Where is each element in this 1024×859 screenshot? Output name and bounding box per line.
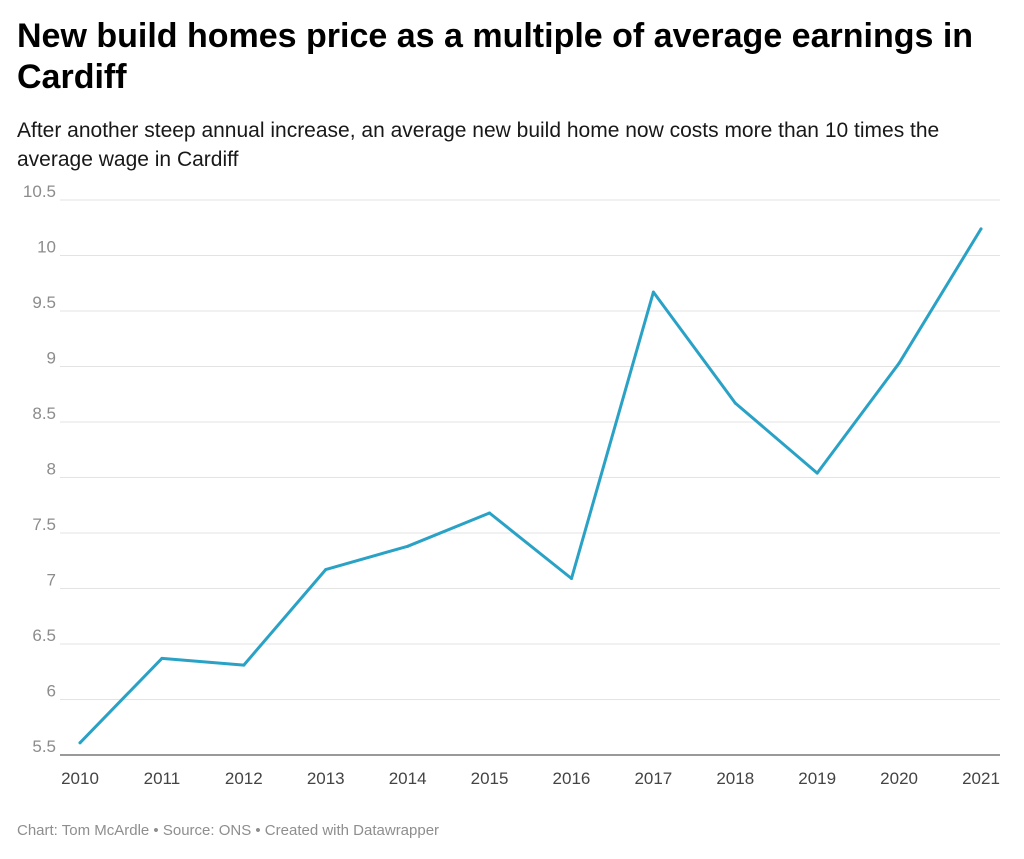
data-point <box>815 471 819 475</box>
y-tick-label: 10 <box>37 238 56 257</box>
x-tick-label: 2021 <box>962 769 1000 788</box>
x-tick-label: 2010 <box>61 769 99 788</box>
data-point <box>242 663 246 667</box>
data-point <box>488 511 492 515</box>
y-tick-label: 8.5 <box>32 404 56 423</box>
y-tick-label: 8 <box>47 460 56 479</box>
y-tick-label: 9.5 <box>32 293 56 312</box>
x-tick-label: 2012 <box>225 769 263 788</box>
data-point <box>897 361 901 365</box>
y-tick-label: 6.5 <box>32 626 56 645</box>
x-tick-label: 2016 <box>553 769 591 788</box>
y-tick-label: 7 <box>47 571 56 590</box>
plot-area <box>78 227 983 745</box>
data-point <box>569 577 573 581</box>
x-axis: 2010 2011 2012 2013 2014 2015 2016 2017 2018 2019… <box>61 769 1000 788</box>
y-tick-label: 7.5 <box>32 515 56 534</box>
data-point <box>406 544 410 548</box>
y-tick-label: 5.5 <box>32 737 56 756</box>
y-tick-label: 6 <box>47 682 56 701</box>
series-line <box>78 227 983 745</box>
data-point <box>651 290 655 294</box>
data-point <box>160 656 164 660</box>
y-tick-label: 9 <box>47 349 56 368</box>
chart-title: New build homes price as a multiple of a… <box>17 17 974 96</box>
data-point <box>733 401 737 405</box>
x-tick-label: 2013 <box>307 769 345 788</box>
data-point <box>324 568 328 572</box>
x-tick-label: 2020 <box>880 769 918 788</box>
x-tick-label: 2019 <box>798 769 836 788</box>
y-tick-label: 10.5 <box>23 182 56 201</box>
gridlines <box>60 199 1000 756</box>
x-tick-label: 2018 <box>716 769 754 788</box>
footer-credit: Chart: Tom McArdle • Source: ONS • Creat… <box>17 822 440 839</box>
x-tick-label: 2015 <box>471 769 509 788</box>
x-tick-label: 2014 <box>389 769 427 788</box>
x-tick-label: 2011 <box>144 769 181 788</box>
y-axis: 5.5 6 6.5 7 7.5 8 8.5 9 9.5 10 10.5 <box>23 182 56 756</box>
data-point <box>979 227 983 231</box>
chart-subtitle: After another steep annual increase, an … <box>17 119 940 171</box>
x-tick-label: 2017 <box>634 769 672 788</box>
data-point <box>78 741 82 745</box>
